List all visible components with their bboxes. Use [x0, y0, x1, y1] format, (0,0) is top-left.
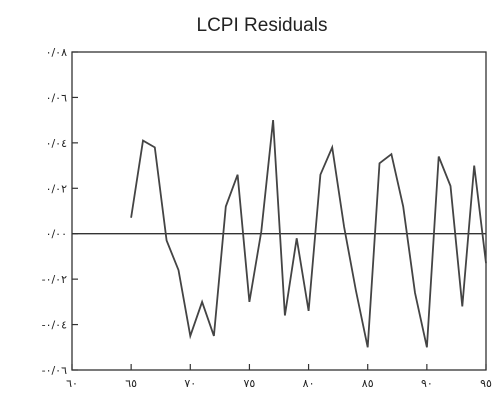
y-tick-label: -٠/٠٢ [42, 273, 68, 286]
plot-frame [71, 51, 487, 371]
data-point [378, 161, 382, 165]
data-point [460, 304, 464, 308]
y-tick-label: ٠/٠٢ [46, 182, 68, 195]
data-point [165, 239, 169, 243]
data-point [247, 300, 251, 304]
chart-title: LCPI Residuals [197, 15, 328, 36]
data-point [236, 173, 240, 177]
x-tick-label: ٧٠ [184, 377, 196, 390]
data-point [342, 225, 346, 229]
data-point [401, 204, 405, 208]
x-tick-label: ٦٠ [66, 377, 78, 390]
data-point [129, 216, 133, 220]
data-point [200, 300, 204, 304]
x-tick-label: ٧٥ [244, 377, 256, 390]
residuals-line [130, 120, 487, 348]
data-point [141, 139, 145, 143]
y-tick-label: ٠/٠٤ [46, 137, 68, 150]
series-layer [129, 118, 488, 349]
data-point [188, 334, 192, 338]
data-point [449, 184, 453, 188]
y-tick-label: -٠/٠٦ [42, 364, 68, 377]
y-tick-label: -٠/٠٤ [42, 319, 68, 332]
data-point [176, 268, 180, 272]
data-point [437, 154, 441, 158]
data-point [472, 164, 476, 168]
y-tick-label: ٠/٠٠ [46, 228, 67, 241]
data-point [295, 236, 299, 240]
data-point [318, 173, 322, 177]
data-point [283, 313, 287, 317]
y-tick-label: ٠/٠٦ [46, 91, 68, 104]
data-point [224, 204, 228, 208]
data-point [413, 291, 417, 295]
data-point [389, 152, 393, 156]
data-point [259, 229, 263, 233]
x-tick-label: ٩٠ [421, 377, 433, 390]
x-tick-label: ٦٥ [125, 377, 137, 390]
data-point [484, 261, 488, 265]
y-tick-label: ٠/٠٨ [46, 46, 68, 59]
x-tick-label: ٩٥ [480, 377, 492, 390]
data-point [307, 309, 311, 313]
data-point [330, 145, 334, 149]
data-point [271, 118, 275, 122]
data-point [153, 145, 157, 149]
data-point [354, 289, 358, 293]
data-point [366, 345, 370, 349]
x-tick-label: ٨٠ [303, 377, 315, 390]
x-tick-label: ٨٥ [362, 377, 374, 390]
data-point [425, 345, 429, 349]
data-point [212, 334, 216, 338]
